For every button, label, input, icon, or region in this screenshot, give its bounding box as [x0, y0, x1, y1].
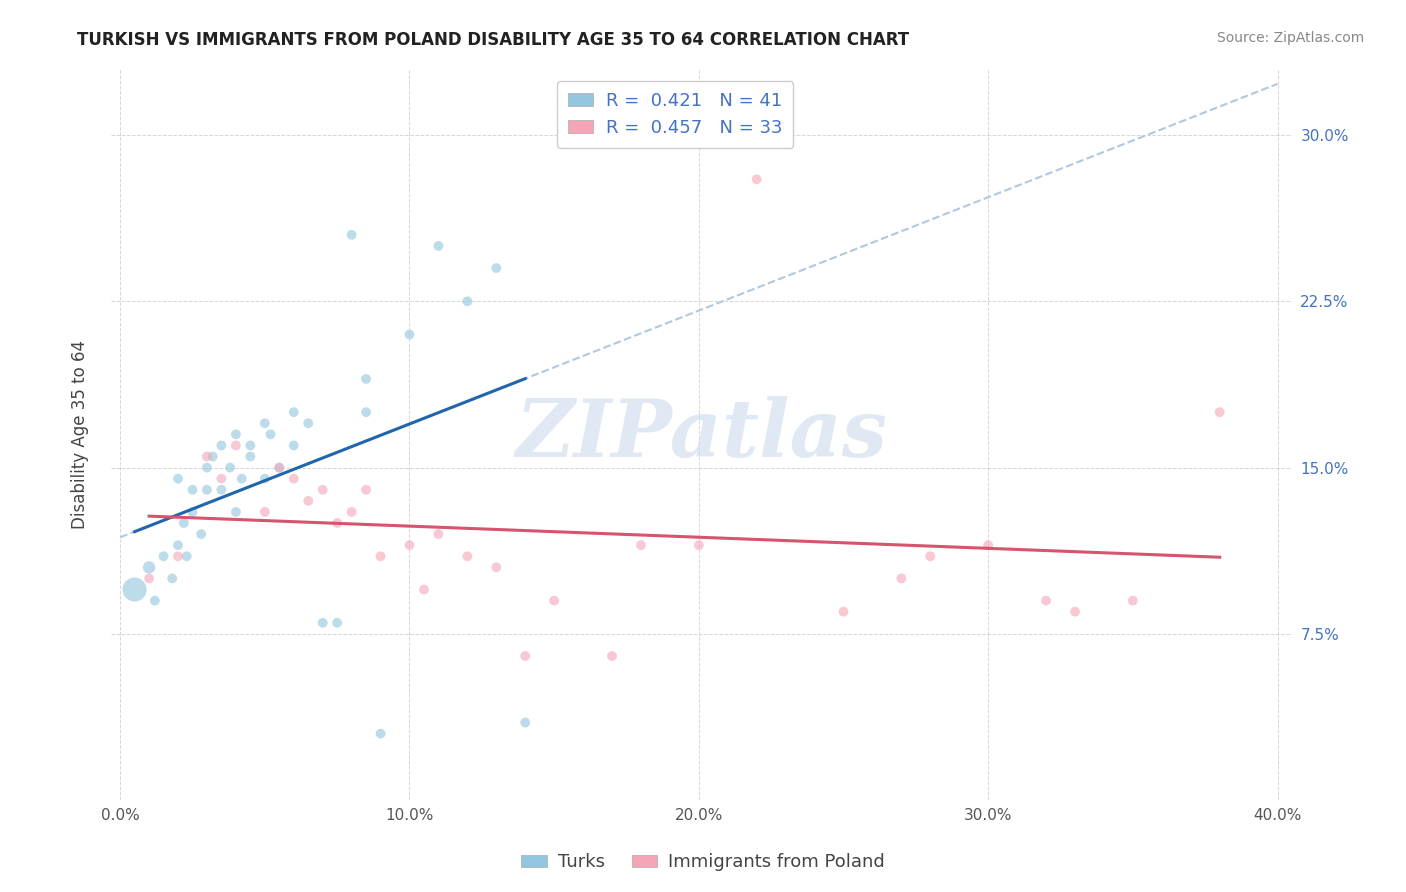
Point [209, 483, 232, 497]
Point [167, 549, 190, 564]
Point [326, 516, 349, 530]
Point [832, 605, 855, 619]
Point [138, 571, 160, 585]
Point [1122, 593, 1144, 607]
Point [181, 505, 204, 519]
Point [195, 450, 218, 464]
Point [456, 549, 478, 564]
Point [354, 405, 377, 419]
Point [354, 372, 377, 386]
Point [239, 450, 262, 464]
Point [173, 516, 195, 530]
Point [1208, 405, 1230, 419]
Point [253, 416, 276, 430]
Point [515, 648, 537, 663]
Point [370, 549, 392, 564]
Point [413, 582, 436, 597]
Point [253, 505, 276, 519]
Point [543, 593, 565, 607]
Point [124, 582, 146, 597]
Point [485, 261, 508, 276]
Point [269, 460, 291, 475]
Point [600, 648, 623, 663]
Text: TURKISH VS IMMIGRANTS FROM POLAND DISABILITY AGE 35 TO 64 CORRELATION CHART: TURKISH VS IMMIGRANTS FROM POLAND DISABI… [77, 31, 910, 49]
Point [209, 438, 232, 452]
Text: Source: ZipAtlas.com: Source: ZipAtlas.com [1216, 31, 1364, 45]
Point [370, 726, 392, 740]
Text: ZIPatlas: ZIPatlas [516, 395, 887, 473]
Point [190, 527, 212, 541]
Point [688, 538, 710, 552]
Point [160, 571, 183, 585]
Point [283, 405, 305, 419]
Point [398, 327, 420, 342]
Point [225, 427, 247, 442]
Point [312, 483, 335, 497]
Point [485, 560, 508, 574]
Point [219, 460, 242, 475]
Point [225, 505, 247, 519]
Point [201, 450, 224, 464]
Point [312, 615, 335, 630]
Point [890, 571, 912, 585]
Point [231, 472, 253, 486]
Point [427, 527, 450, 541]
Point [152, 549, 174, 564]
Point [283, 472, 305, 486]
Point [297, 416, 319, 430]
Point [977, 538, 1000, 552]
Point [456, 294, 478, 309]
Legend: Turks, Immigrants from Poland: Turks, Immigrants from Poland [515, 847, 891, 879]
Point [239, 438, 262, 452]
Point [167, 538, 190, 552]
Point [225, 438, 247, 452]
Point [515, 715, 537, 730]
Point [427, 239, 450, 253]
Point [259, 427, 281, 442]
Point [138, 560, 160, 574]
Legend: R =  0.421   N = 41, R =  0.457   N = 33: R = 0.421 N = 41, R = 0.457 N = 33 [557, 81, 793, 148]
Point [209, 472, 232, 486]
Point [920, 549, 942, 564]
Point [195, 460, 218, 475]
Point [354, 483, 377, 497]
Point [398, 538, 420, 552]
Point [340, 227, 363, 242]
Point [143, 593, 166, 607]
Point [181, 483, 204, 497]
Point [630, 538, 652, 552]
Point [283, 438, 305, 452]
Point [1064, 605, 1087, 619]
Point [326, 615, 349, 630]
Point [745, 172, 768, 186]
Y-axis label: Disability Age 35 to 64: Disability Age 35 to 64 [72, 340, 89, 529]
Point [176, 549, 198, 564]
Point [167, 472, 190, 486]
Point [340, 505, 363, 519]
Point [269, 460, 291, 475]
Point [297, 493, 319, 508]
Point [253, 472, 276, 486]
Point [1035, 593, 1057, 607]
Point [195, 483, 218, 497]
